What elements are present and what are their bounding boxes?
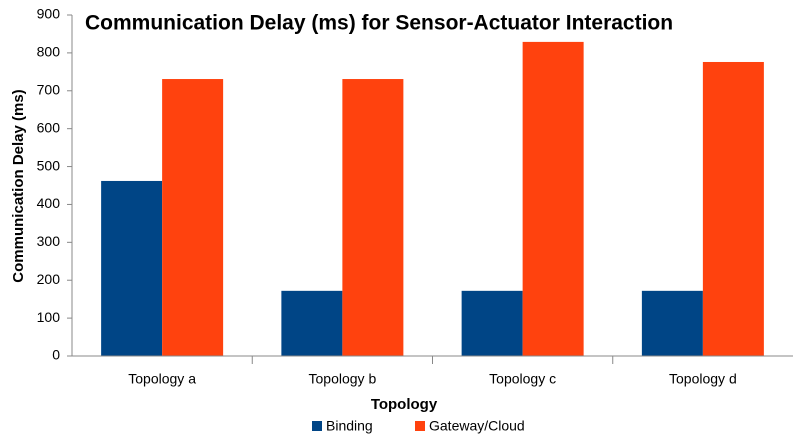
y-tick-label: 900 <box>37 6 61 22</box>
y-tick-label: 300 <box>37 233 61 249</box>
y-tick-label: 500 <box>37 157 61 173</box>
bar <box>702 61 764 356</box>
x-axis-label: Topology <box>371 396 438 413</box>
legend-swatch <box>415 421 425 431</box>
legend-label: Binding <box>326 418 373 434</box>
x-tick-label: Topology c <box>489 371 556 387</box>
x-tick-label: Topology a <box>128 371 196 387</box>
bar <box>461 290 523 356</box>
x-tick-label: Topology b <box>309 371 377 387</box>
chart-title: Communication Delay (ms) for Sensor-Actu… <box>85 12 673 35</box>
bar <box>641 290 703 356</box>
bar <box>101 180 163 356</box>
y-tick-label: 400 <box>37 195 61 211</box>
y-tick-label: 700 <box>37 81 61 97</box>
y-tick-label: 800 <box>37 44 61 60</box>
y-tick-label: 100 <box>37 309 61 325</box>
y-tick-label: 600 <box>37 119 61 135</box>
bar <box>281 290 343 356</box>
legend-label: Gateway/Cloud <box>429 418 525 434</box>
legend-swatch <box>312 421 322 431</box>
bar <box>162 79 224 356</box>
y-tick-label: 200 <box>37 271 61 287</box>
x-tick-label: Topology d <box>669 371 737 387</box>
y-tick-label: 0 <box>52 347 60 363</box>
bar <box>342 79 404 356</box>
bar <box>522 41 584 356</box>
y-axis-label: Communication Delay (ms) <box>10 89 27 282</box>
